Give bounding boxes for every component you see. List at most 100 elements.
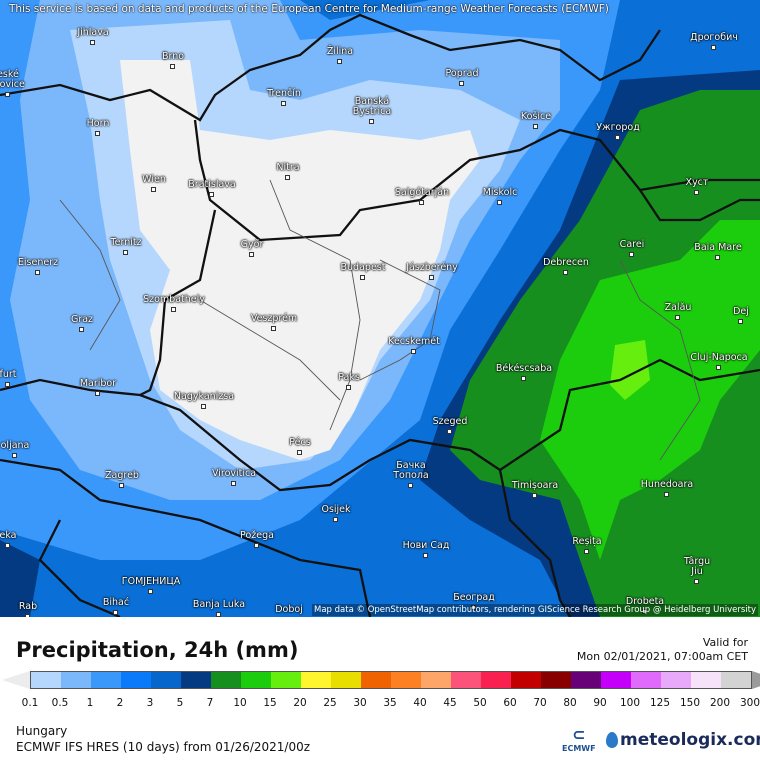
city-marker: [532, 493, 537, 498]
city-marker: [119, 483, 124, 488]
city-marker: [629, 252, 634, 257]
scale-swatch: [91, 672, 121, 688]
city-label: Târgu Jiu: [683, 556, 711, 577]
city-marker: [249, 252, 254, 257]
city-label: Dej: [733, 306, 749, 317]
precipitation-map[interactable]: This service is based on data and produc…: [0, 0, 760, 617]
city-label: ГОМЈЕНИЦА: [121, 576, 181, 587]
scale-swatch: [361, 672, 391, 688]
city-marker: [148, 589, 153, 594]
city-label: eskéejovice: [0, 69, 25, 90]
city-label: Maribor: [79, 378, 117, 389]
city-marker: [90, 40, 95, 45]
city-label: eka: [0, 530, 17, 541]
scale-swatch: [721, 672, 751, 688]
city-marker: [297, 450, 302, 455]
city-label: Békéscsaba: [495, 363, 553, 374]
scale-tick: 45: [443, 697, 457, 709]
scale-swatch: [151, 672, 181, 688]
meteologix-site: meteologix.com: [620, 730, 760, 750]
city-marker: [711, 45, 716, 50]
scale-swatch: [241, 672, 271, 688]
city-label: Београд: [453, 592, 495, 603]
over-range-arrow: [752, 671, 760, 689]
city-marker: [615, 135, 620, 140]
city-marker: [281, 101, 286, 106]
color-scale: [30, 671, 752, 689]
city-marker: [459, 81, 464, 86]
city-label: Carei: [619, 239, 645, 250]
city-marker: [521, 376, 526, 381]
scale-tick: 80: [563, 697, 577, 709]
city-label: Budapest: [340, 262, 386, 273]
scale-tick: 35: [383, 697, 397, 709]
scale-swatch: [511, 672, 541, 688]
legend-title: Precipitation, 24h (mm): [16, 638, 299, 662]
valid-label: Valid for: [702, 636, 748, 649]
city-label: Бачка Топола: [393, 460, 429, 481]
city-label: Banja Luka: [192, 599, 246, 610]
scale-swatch: [181, 672, 211, 688]
city-label: Wien: [142, 174, 166, 185]
scale-swatch: [271, 672, 301, 688]
scale-swatch: [661, 672, 691, 688]
under-range-arrow: [2, 671, 30, 689]
meteologix-logo[interactable]: meteologix.com: [606, 730, 760, 750]
scale-tick: 5: [176, 697, 184, 709]
city-marker: [151, 187, 156, 192]
city-label: Bratislava: [188, 179, 236, 190]
city-marker: [254, 543, 259, 548]
city-label: Doboj: [275, 604, 303, 615]
city-label: furt: [0, 369, 17, 380]
city-label: Trenčín: [267, 88, 301, 99]
scale-swatch: [31, 672, 61, 688]
city-label: Hunedoara: [640, 479, 694, 490]
city-label: Ternitz: [110, 237, 142, 248]
city-label: Ужгород: [596, 122, 640, 133]
city-marker: [5, 92, 10, 97]
city-label: Jászberény: [406, 262, 458, 273]
city-label: Salgótarján: [394, 187, 450, 198]
city-marker: [25, 614, 30, 617]
city-marker: [423, 553, 428, 558]
city-label: Szeged: [432, 416, 468, 427]
city-marker: [5, 382, 10, 387]
city-label: Zagreb: [105, 470, 139, 481]
city-marker: [346, 385, 351, 390]
scale-tick: 125: [649, 697, 671, 709]
city-label: Košice: [520, 111, 552, 122]
city-marker: [285, 175, 290, 180]
scale-tick: 0.5: [51, 697, 69, 709]
precip-zone-10-15: [540, 220, 760, 560]
scale-tick: 25: [323, 697, 337, 709]
city-label: Virovitica: [211, 468, 257, 479]
city-label: Debrecen: [543, 257, 589, 268]
city-label: Jihlava: [77, 27, 109, 38]
city-marker: [497, 200, 502, 205]
city-marker: [471, 605, 476, 610]
scale-tick: 60: [503, 697, 517, 709]
scale-tick: 40: [413, 697, 427, 709]
city-label: Reșița: [572, 536, 602, 547]
map-attribution[interactable]: Map data © OpenStreetMap contributors, r…: [312, 604, 758, 616]
city-label: Rab: [18, 601, 38, 612]
city-marker: [642, 609, 647, 614]
city-marker: [738, 319, 743, 324]
city-marker: [271, 326, 276, 331]
city-label: Drobeta: [625, 596, 665, 607]
city-marker: [231, 481, 236, 486]
model-info: ECMWF IFS HRES (10 days) from 01/26/2021…: [16, 740, 311, 754]
city-label: Kecskemét: [388, 336, 440, 347]
city-marker: [171, 307, 176, 312]
city-label: Horn: [86, 118, 110, 129]
scale-tick: 200: [709, 697, 731, 709]
scale-tick: 7: [206, 697, 214, 709]
scale-tick: 10: [233, 697, 247, 709]
city-marker: [123, 250, 128, 255]
city-marker: [411, 349, 416, 354]
city-label: Хуст: [685, 177, 709, 188]
city-label: Eisenerz: [17, 257, 59, 268]
ecmwf-logo: ⊂ ECMWF: [562, 725, 596, 753]
scale-swatch: [391, 672, 421, 688]
meteologix-drop-icon: [606, 732, 618, 748]
